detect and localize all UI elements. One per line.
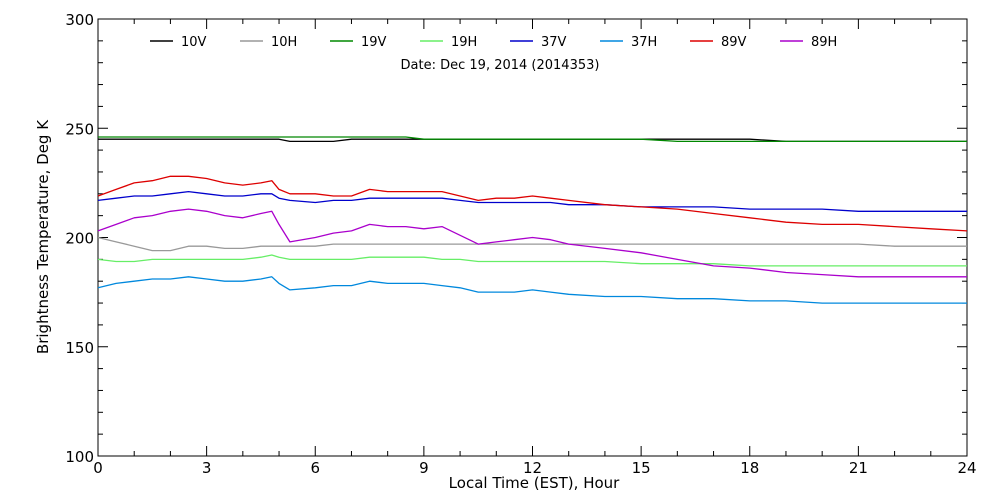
x-tick-label: 18 <box>740 459 759 477</box>
x-axis-label: Local Time (EST), Hour <box>449 474 620 492</box>
x-tick-label: 0 <box>93 459 103 477</box>
y-tick-label: 250 <box>65 120 94 138</box>
series-line-37h <box>97 276 967 304</box>
y-tick-label: 150 <box>65 339 94 357</box>
x-tick-label: 15 <box>632 459 651 477</box>
y-axis-label: Brightness Temperature, Deg K <box>34 119 52 354</box>
series-line-37v <box>97 190 967 212</box>
legend-label: 89H <box>811 35 837 50</box>
series-line-19v <box>98 136 967 143</box>
x-tick-label: 6 <box>310 459 320 477</box>
y-tick-label: 300 <box>65 11 94 29</box>
series-line-10h <box>97 236 967 252</box>
series-line-89v <box>97 175 968 232</box>
legend-label: 19H <box>451 35 477 50</box>
legend-label: 10H <box>271 35 297 50</box>
legend-label: 19V <box>361 35 387 50</box>
legend: 10V 10H 19V 19H 37V 37H 89V 89H <box>150 35 837 50</box>
y-tick-label: 100 <box>65 448 94 466</box>
x-tick-label: 3 <box>202 459 212 477</box>
axis-ticks: 0 3 6 9 12 15 18 21 24 100 150 200 250 300 <box>65 11 976 477</box>
legend-label: 89V <box>721 35 747 50</box>
legend-label: 37H <box>631 35 657 50</box>
x-tick-label: 21 <box>849 459 868 477</box>
series-line-89h <box>97 208 967 278</box>
x-tick-label: 9 <box>419 459 429 477</box>
chart-title: Date: Dec 19, 2014 (2014353) <box>401 58 600 73</box>
series-lines <box>97 136 968 304</box>
x-tick-label: 24 <box>957 459 976 477</box>
x-tick-label: 12 <box>523 459 542 477</box>
series-line-19h <box>97 254 967 267</box>
legend-label: 37V <box>541 35 567 50</box>
y-tick-label: 200 <box>65 230 94 248</box>
legend-label: 10V <box>181 35 207 50</box>
